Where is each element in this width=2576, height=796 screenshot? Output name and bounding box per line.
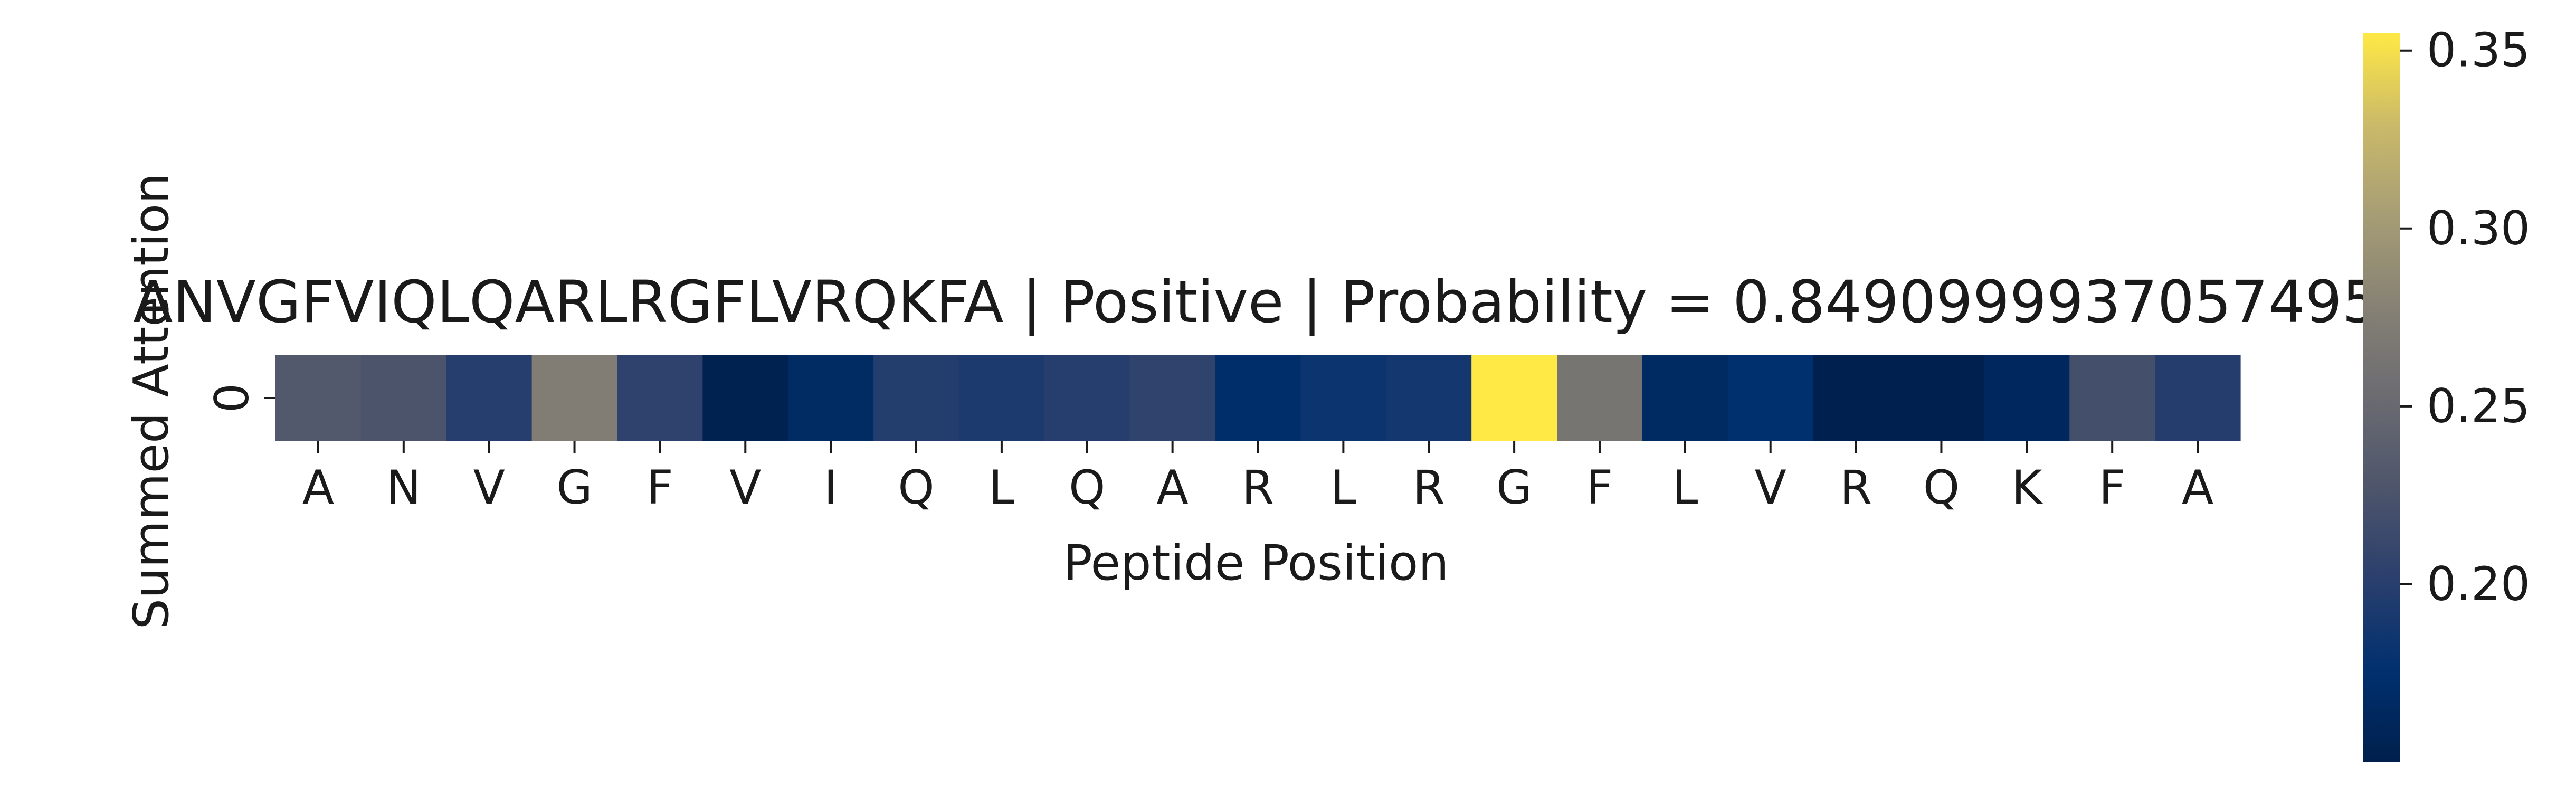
- heatmap-cell: [1129, 355, 1216, 441]
- heatmap-cells: [275, 355, 2241, 441]
- x-tick-label: V: [473, 460, 505, 515]
- colorbar-tick-label: 0.25: [2427, 379, 2530, 433]
- x-tick-label: R: [1840, 460, 1872, 515]
- colorbar-tick-label: 0.30: [2427, 201, 2530, 255]
- heatmap-cell: [2155, 355, 2241, 441]
- x-tick-label: G: [556, 460, 592, 515]
- heatmap-cell: [1984, 355, 2070, 441]
- x-tick-label: N: [386, 460, 421, 515]
- heatmap-cell: [958, 355, 1045, 441]
- x-tick-label: R: [1413, 460, 1445, 515]
- x-tick-label: Q: [1069, 460, 1105, 515]
- heatmap-cell: [2069, 355, 2155, 441]
- x-tick-label: V: [1755, 460, 1786, 515]
- heatmap-cell: [1557, 355, 1643, 441]
- x-tick-label: F: [1586, 460, 1613, 515]
- heatmap-cell: [873, 355, 959, 441]
- x-tick-label: Q: [898, 460, 934, 515]
- colorbar-tick-label: 0.35: [2427, 23, 2530, 78]
- x-tick-label: A: [2182, 460, 2213, 515]
- x-tick-label: K: [2011, 460, 2043, 515]
- x-tick-label: A: [1157, 460, 1189, 515]
- colorbar: [2363, 33, 2400, 762]
- heatmap-cell: [788, 355, 874, 441]
- y-axis-label: Summed Attention: [123, 173, 179, 630]
- x-tick-label: A: [302, 460, 334, 515]
- x-tick-label: R: [1242, 460, 1274, 515]
- heatmap-cell: [1642, 355, 1728, 441]
- x-axis-label: Peptide Position: [1063, 535, 1449, 591]
- heatmap-cell: [1300, 355, 1386, 441]
- heatmap-cell: [617, 355, 703, 441]
- y-tick-label: 0: [205, 383, 259, 413]
- x-tick-label: I: [824, 460, 838, 515]
- x-tick-label: V: [729, 460, 761, 515]
- x-tick-label: L: [1330, 460, 1356, 515]
- x-tick-label: L: [988, 460, 1014, 515]
- heatmap-cell: [702, 355, 788, 441]
- heatmap-cell: [275, 355, 362, 441]
- heatmap-cell: [1215, 355, 1301, 441]
- heatmap-cell: [1044, 355, 1130, 441]
- heatmap-cell: [1386, 355, 1472, 441]
- heatmap-cell: [1898, 355, 1984, 441]
- colorbar-ticks: 0.20 0.25 0.30 0.35: [2400, 23, 2530, 611]
- x-tick-label: F: [647, 460, 673, 515]
- x-tick-label: F: [2099, 460, 2126, 515]
- heatmap-cell: [446, 355, 533, 441]
- heatmap-cell: [1471, 355, 1557, 441]
- x-tick-label: L: [1672, 460, 1698, 515]
- heatmap-cell: [1727, 355, 1814, 441]
- x-tick-label: G: [1496, 460, 1532, 515]
- chart-title: ANVGFVIQLQARLRGFLVRQKFA | Positive | Pro…: [133, 268, 2379, 336]
- y-axis-ticks: 0: [205, 383, 275, 413]
- heatmap-cell: [1813, 355, 1899, 441]
- colorbar-tick-label: 0.20: [2427, 557, 2530, 611]
- heatmap-cell: [531, 355, 618, 441]
- x-tick-label: Q: [1923, 460, 1960, 515]
- heatmap-cell: [360, 355, 447, 441]
